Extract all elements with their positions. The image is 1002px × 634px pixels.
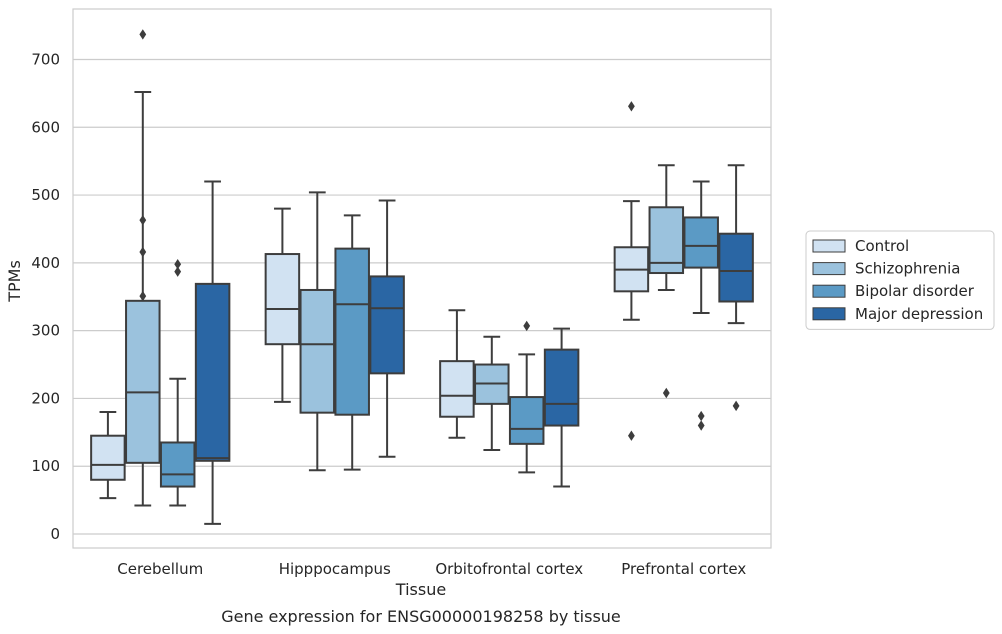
iqr-box [369, 275, 405, 375]
outlier-point [697, 420, 705, 431]
y-tick-label: 400 [31, 254, 60, 272]
box [334, 214, 370, 471]
legend-swatch [812, 284, 846, 298]
box [90, 410, 126, 500]
legend-item: Control [812, 237, 909, 255]
box [369, 199, 405, 458]
iqr-box [125, 299, 161, 464]
legend-label: Schizophrenia [855, 260, 960, 278]
iqr-box [543, 348, 580, 427]
outlier-point [174, 266, 182, 277]
box [299, 191, 336, 472]
iqr-box [264, 253, 301, 346]
outlier-point [732, 400, 740, 412]
outlier-point [139, 214, 147, 226]
iqr-box [683, 216, 719, 269]
iqr-box [90, 434, 126, 481]
box [613, 101, 650, 441]
legend-swatch [812, 262, 846, 276]
legend-swatch [812, 307, 846, 321]
outlier-point [523, 320, 531, 332]
iqr-box [718, 232, 754, 303]
box [474, 335, 510, 451]
box [683, 180, 719, 431]
legend-frame [805, 230, 995, 330]
legend-swatch [812, 239, 846, 253]
box [264, 207, 301, 403]
iqr-box [508, 396, 545, 445]
plot-frame [72, 8, 772, 549]
x-tick-label: Orbitofrontal cortex [435, 560, 583, 578]
legend-label: Bipolar disorder [855, 282, 975, 300]
box [125, 29, 161, 507]
box [648, 164, 685, 399]
box [194, 180, 231, 525]
x-tick-label: Cerebellum [117, 560, 203, 578]
outlier-point [139, 290, 147, 302]
y-tick-label: 300 [31, 322, 60, 340]
legend-item: Schizophrenia [812, 260, 960, 278]
box [439, 309, 475, 439]
iqr-box [334, 247, 370, 416]
outlier-point [697, 410, 705, 422]
y-tick-label: 600 [31, 118, 60, 136]
outlier-point [628, 430, 635, 441]
legend-item: Bipolar disorder [812, 282, 975, 300]
iqr-box [299, 288, 336, 414]
legend-label: Control [855, 237, 909, 255]
outlier-point [628, 101, 635, 112]
iqr-box [439, 360, 475, 418]
outlier-point [139, 29, 147, 40]
x-tick-label: Prefrontal cortex [621, 560, 746, 578]
outlier-point [174, 259, 182, 270]
box [543, 327, 580, 488]
box [718, 164, 754, 412]
outlier-point [662, 387, 670, 399]
y-tick-label: 700 [31, 51, 60, 69]
y-tick-label: 200 [31, 389, 60, 407]
outlier-point [139, 246, 147, 258]
legend-label: Major depression [855, 305, 983, 323]
y-tick-label: 100 [31, 457, 60, 475]
box [508, 320, 545, 474]
y-tick-label: 0 [50, 525, 60, 543]
legend-item: Major depression [812, 305, 983, 323]
y-tick-label: 500 [31, 186, 60, 204]
x-axis-ticks: Cerebellum Hipppocampus Orbitofrontal cort… [117, 560, 746, 578]
x-axis-label: Tissue [395, 580, 446, 599]
y-axis-label: TPMs [5, 260, 24, 303]
box-series [90, 29, 754, 525]
iqr-box [194, 282, 231, 462]
iqr-box [159, 441, 196, 488]
box [159, 259, 196, 507]
legend: Control Schizophrenia Bipolar disorder Majo… [805, 230, 995, 330]
chart-caption: Gene expression for ENSG00000198258 by t… [221, 607, 621, 626]
y-axis-ticks: 0 100 200 300 400 500 600 700 [31, 51, 60, 544]
x-tick-label: Hipppocampus [279, 560, 391, 578]
